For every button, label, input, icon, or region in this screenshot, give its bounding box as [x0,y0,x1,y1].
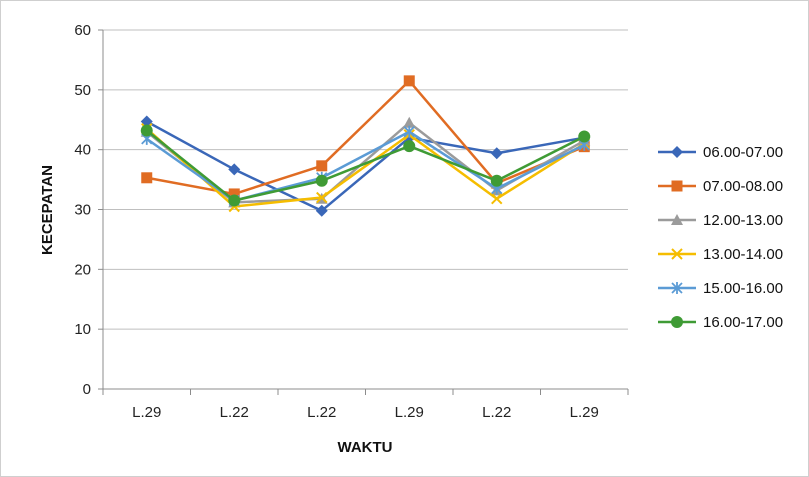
y-axis-title: KECEPATAN [39,165,56,255]
legend-swatch-marker [671,214,683,225]
x-tick-label: L.22 [482,404,511,421]
legend-label: 13.00-14.00 [703,246,783,263]
grid-layer [103,29,628,330]
legend-swatch-marker [671,180,683,192]
legend-label: 12.00-13.00 [703,212,783,229]
data-point [228,163,241,176]
data-point [578,130,591,143]
data-point [140,124,153,137]
marker-stroke [671,248,683,260]
axis-layer: 0 10 20 30 40 50 60 L.29 L.22 L.22 L.29 L.22 L.29 [74,22,629,421]
series-line [146,120,585,212]
data-point [403,125,415,138]
data-point [490,174,503,187]
legend-item: 13.00-14.00 [658,246,783,263]
legend-item: 07.00-08.00 [658,178,783,195]
data-point [316,191,328,204]
legend-item: 06.00-07.00 [658,144,783,161]
legend-swatch-marker [671,282,683,294]
series-layer [140,75,591,217]
legend-item: 12.00-13.00 [658,212,783,229]
legend-swatch-marker [671,248,683,260]
y-tick-label: 10 [74,321,91,338]
x-tick-label: L.29 [395,404,424,421]
legend-label: 06.00-07.00 [703,144,783,161]
x-axis-title: WAKTU [338,439,393,456]
y-tick-label: 20 [74,261,91,278]
data-point [315,204,328,217]
x-tick-label: L.29 [132,404,161,421]
data-point [228,188,240,200]
data-point [403,116,416,128]
data-point [316,160,328,172]
data-point [228,194,241,207]
data-point [490,147,503,160]
x-tick-label: L.22 [307,404,336,421]
legend-item: 15.00-16.00 [658,280,783,297]
data-point [141,172,153,184]
data-point [491,193,503,205]
legend-swatch-marker [671,316,683,328]
legend-label: 07.00-08.00 [703,178,783,195]
legend-item: 16.00-17.00 [658,314,783,331]
legend-label: 15.00-16.00 [703,280,783,297]
data-point [403,75,415,87]
series-16.00-17.00 [140,124,591,207]
y-tick-label: 30 [74,202,91,219]
y-tick-label: 60 [74,22,91,39]
data-point [403,140,416,153]
data-point [315,174,328,187]
x-tick-label: L.29 [570,404,599,421]
marker-stroke [316,191,328,204]
y-tick-label: 0 [83,381,91,398]
legend-label: 16.00-17.00 [703,314,783,331]
marker-stroke [491,193,503,205]
y-tick-label: 40 [74,142,91,159]
x-tick-label: L.22 [220,404,249,421]
series-line [145,127,585,208]
series-line [145,129,585,202]
y-tick-label: 50 [74,82,91,99]
legend-swatch-marker [671,146,683,158]
legend: 06.00-07.00 07.00-08.00 12.00-13.00 13.00-1… [658,144,783,331]
